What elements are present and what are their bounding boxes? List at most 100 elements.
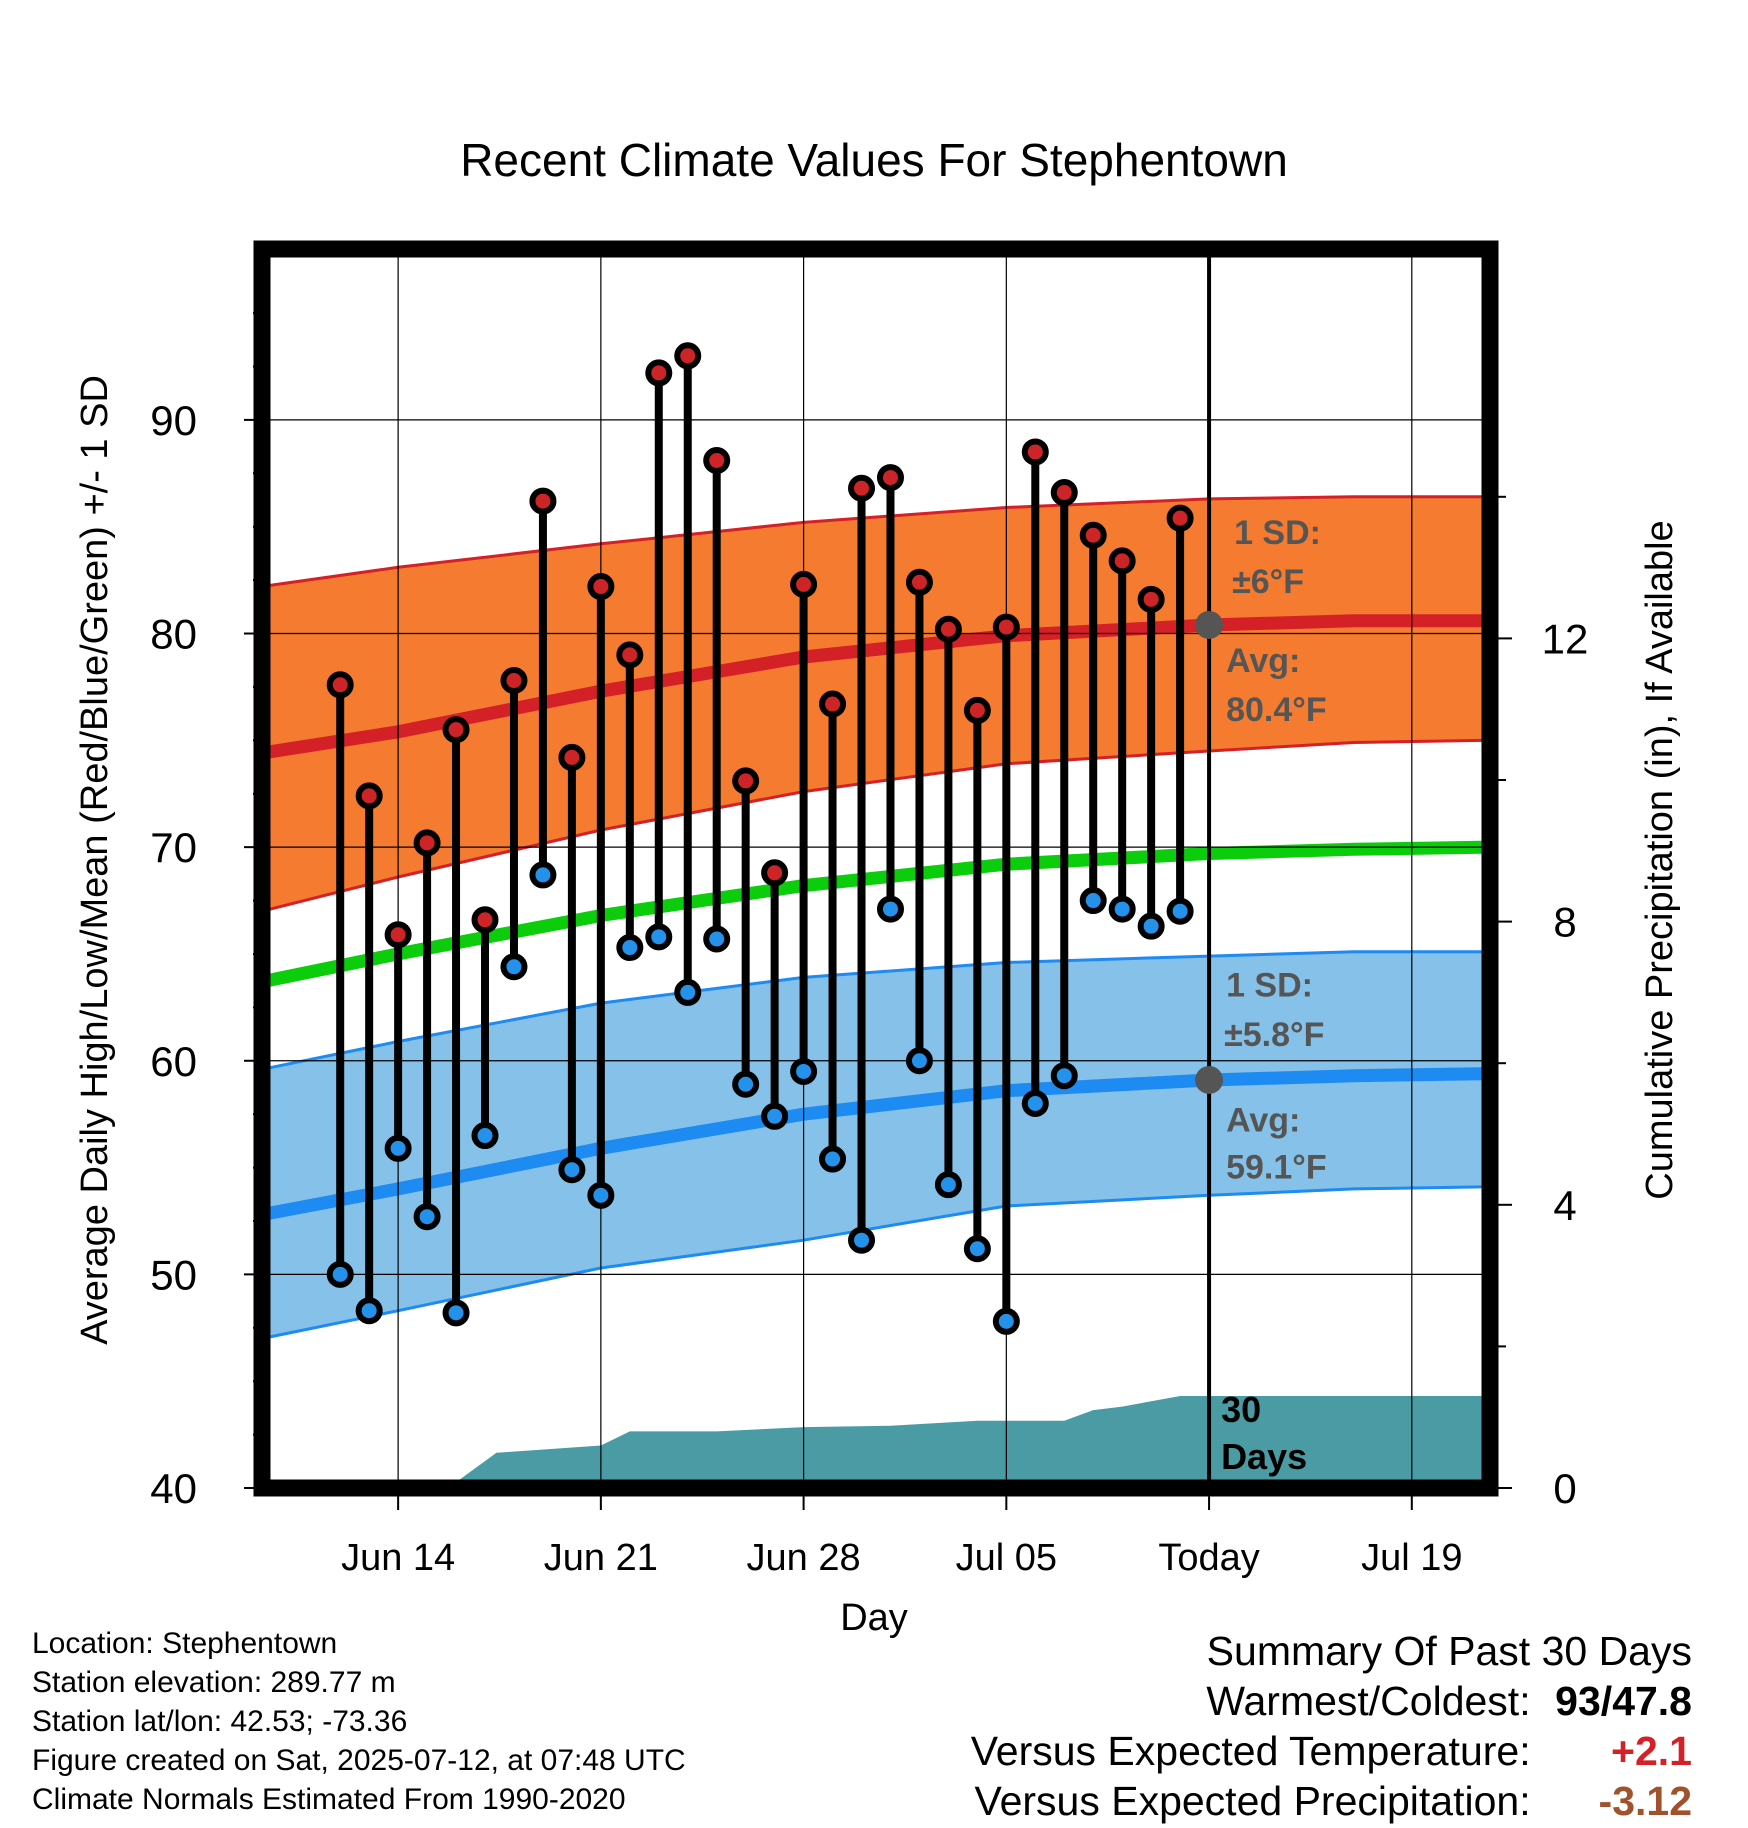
daily-high-point [790, 570, 818, 598]
daily-low-point [963, 1235, 991, 1263]
high-avg-label: Avg: [1226, 642, 1300, 680]
daily-high-point [819, 690, 847, 718]
summary-warmest-row: Warmest/Coldest: 93/47.8 [971, 1676, 1692, 1726]
daily-high-point [1166, 504, 1194, 532]
low-sd-band-lower-edge [261, 1185, 1491, 1340]
daily-low-point [848, 1226, 876, 1254]
daily-low-point [384, 1134, 412, 1162]
daily-high-point [876, 464, 904, 492]
x-tick-label: Jul 19 [1361, 1537, 1462, 1579]
daily-high-point [558, 743, 586, 771]
elevation-text: Station elevation: 289.77 m [32, 1666, 396, 1699]
y-tick-label: 60 [150, 1038, 197, 1085]
daily-low-point [1079, 887, 1107, 915]
daily-high-point [963, 696, 991, 724]
daily-high-point [934, 615, 962, 643]
daily-high-point [587, 573, 615, 601]
days-label-line1: 30 [1221, 1389, 1261, 1430]
y2-tick-label: 12 [1542, 615, 1589, 662]
precip-area [262, 1396, 1490, 1488]
days-label-line2: Days [1221, 1436, 1307, 1477]
x-tick-label: Jun 28 [747, 1537, 861, 1579]
warmest-label: Warmest/Coldest: [1206, 1678, 1531, 1724]
daily-high-point [1050, 479, 1078, 507]
location-text: Location: Stephentown [32, 1627, 338, 1660]
latlon-text: Station lat/lon: 42.53; -73.36 [32, 1705, 408, 1738]
normals-text: Climate Normals Estimated From 1990-2020 [32, 1783, 626, 1816]
low-avg-value: 59.1°F [1226, 1148, 1327, 1186]
daily-low-point [616, 934, 644, 962]
daily-high-point [703, 446, 731, 474]
y2-axis-label: Cumulative Precipitation (in), If Availa… [1639, 520, 1681, 1199]
daily-high-point [442, 716, 470, 744]
warmest-coldest-value: 93/47.8 [1555, 1678, 1692, 1724]
summary-temp-row: Versus Expected Temperature: +2.1 [971, 1726, 1692, 1776]
warmest-value: 93 [1555, 1678, 1601, 1724]
created-text: Figure created on Sat, 2025-07-12, at 07… [32, 1744, 686, 1777]
daily-low-point [732, 1070, 760, 1098]
daily-high-point [1021, 438, 1049, 466]
daily-high-point [529, 487, 557, 515]
y-tick-label: 70 [150, 824, 197, 871]
y-axis-label: Average Daily High/Low/Mean (Red/Blue/Gr… [74, 375, 116, 1345]
high-avg-marker [1195, 610, 1224, 639]
y-tick-label: 90 [150, 397, 197, 444]
daily-low-point [442, 1299, 470, 1327]
summary-panel: Summary Of Past 30 Days Warmest/Coldest:… [971, 1626, 1692, 1826]
daily-low-point [1050, 1062, 1078, 1090]
daily-high-point [761, 859, 789, 887]
y-tick-label: 40 [150, 1465, 197, 1512]
daily-high-point [645, 359, 673, 387]
normal-mean-line [260, 840, 1491, 989]
low-avg-label: Avg: [1226, 1101, 1300, 1139]
daily-low-point [819, 1145, 847, 1173]
daily-low-point [500, 953, 528, 981]
x-tick-label: Jun 21 [544, 1537, 658, 1579]
plot-area: 1 SD: ±6°F Avg: 80.4°F 1 SD: ±5.8°F Avg: 59.1°F… [150, 240, 1589, 1579]
daily-high-point [674, 342, 702, 370]
high-sd-label: 1 SD: [1234, 514, 1321, 552]
daily-high-point [1137, 585, 1165, 613]
daily-high-point [355, 782, 383, 810]
daily-low-point [790, 1057, 818, 1085]
daily-low-point [1108, 895, 1136, 923]
low-sd-label: 1 SD: [1226, 967, 1313, 1005]
precip-label: Versus Expected Precipitation: [974, 1778, 1531, 1824]
daily-low-point [645, 923, 673, 951]
daily-high-point [1079, 521, 1107, 549]
daily-high-point [500, 667, 528, 695]
daily-high-point [992, 613, 1020, 641]
normal-low-line [260, 1067, 1491, 1221]
daily-high-point [413, 829, 441, 857]
high-avg-value: 80.4°F [1226, 691, 1327, 729]
daily-high-point [732, 767, 760, 795]
temp-value: +2.1 [1611, 1728, 1692, 1774]
precip-value: -3.12 [1598, 1778, 1692, 1824]
x-tick-label: Jul 05 [956, 1537, 1057, 1579]
daily-low-point [587, 1181, 615, 1209]
normal-high-line [260, 614, 1490, 760]
daily-low-point [413, 1203, 441, 1231]
coldest-value: 47.8 [1612, 1678, 1692, 1724]
daily-low-point [355, 1297, 383, 1325]
y-tick-label: 50 [150, 1251, 197, 1298]
summary-precip-row: Versus Expected Precipitation: -3.12 [971, 1776, 1693, 1826]
low-sd-band-upper-edge [261, 950, 1490, 1071]
daily-low-point [471, 1122, 499, 1150]
temp-label: Versus Expected Temperature: [970, 1728, 1531, 1774]
x-tick-label: Jun 14 [341, 1537, 455, 1579]
daily-high-point [471, 906, 499, 934]
daily-low-point [1137, 912, 1165, 940]
daily-high-point [905, 568, 933, 596]
daily-high-point [384, 921, 412, 949]
daily-high-point [616, 641, 644, 669]
daily-low-point [934, 1171, 962, 1199]
daily-low-point [761, 1102, 789, 1130]
low-sd-band [262, 951, 1490, 1339]
y2-tick-label: 8 [1553, 899, 1576, 946]
daily-low-point [876, 895, 904, 923]
daily-low-point [326, 1260, 354, 1288]
low-avg-marker [1195, 1065, 1224, 1094]
daily-low-point [703, 925, 731, 953]
daily-low-point [529, 861, 557, 889]
